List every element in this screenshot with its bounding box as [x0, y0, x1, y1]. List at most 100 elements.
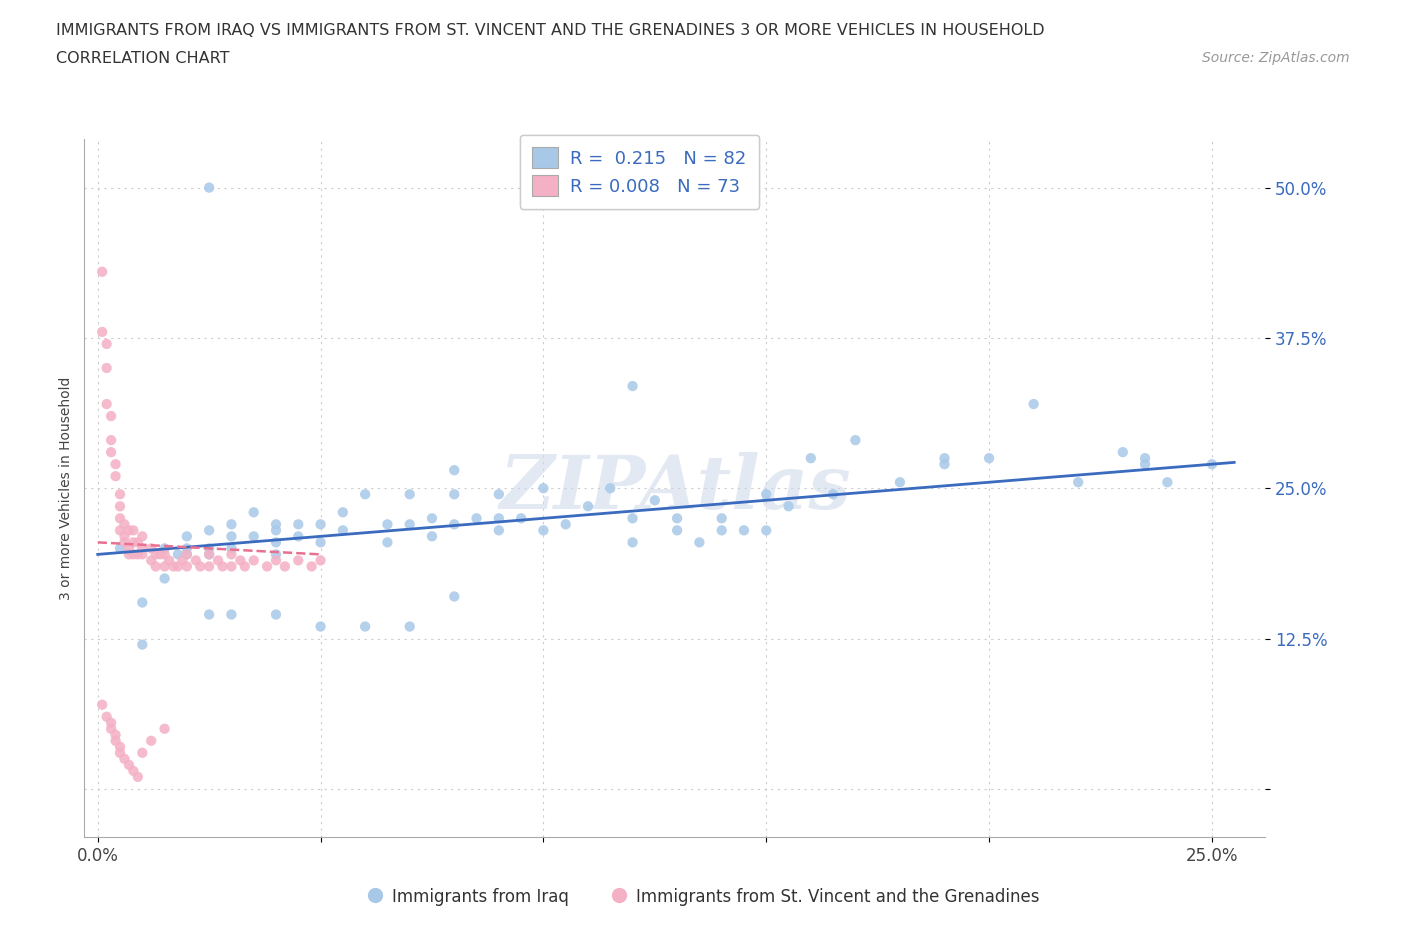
Point	[621, 511, 644, 525]
Point	[114, 517, 136, 532]
Point	[141, 541, 163, 556]
Point	[131, 529, 153, 544]
Point	[755, 486, 778, 501]
Point	[710, 523, 733, 538]
Point	[198, 547, 221, 562]
Point	[443, 517, 465, 532]
Point	[131, 547, 153, 562]
Point	[221, 607, 243, 622]
Point	[221, 559, 243, 574]
Point	[755, 523, 778, 538]
Point	[242, 505, 264, 520]
Point	[354, 619, 377, 634]
Point	[420, 529, 443, 544]
Point	[733, 523, 755, 538]
Point	[264, 607, 287, 622]
Point	[1067, 475, 1090, 490]
Point	[198, 180, 221, 195]
Point	[977, 451, 1000, 466]
Point	[221, 547, 243, 562]
Point	[176, 559, 198, 574]
Point	[309, 553, 332, 568]
Point	[242, 529, 264, 544]
Point	[104, 469, 127, 484]
Point	[465, 511, 488, 525]
Point	[1133, 451, 1156, 466]
Point	[488, 486, 510, 501]
Point	[221, 541, 243, 556]
Point	[332, 505, 354, 520]
Legend: R =  0.215   N = 82, R = 0.008   N = 73: R = 0.215 N = 82, R = 0.008 N = 73	[520, 135, 759, 209]
Point	[96, 710, 118, 724]
Point	[96, 396, 118, 411]
Point	[301, 559, 323, 574]
Point	[377, 517, 399, 532]
Point	[510, 511, 533, 525]
Point	[108, 739, 131, 754]
Point	[488, 523, 510, 538]
Point	[264, 547, 287, 562]
Point	[127, 547, 149, 562]
Point	[172, 553, 194, 568]
Point	[354, 486, 377, 501]
Point	[229, 553, 252, 568]
Point	[167, 547, 190, 562]
Point	[122, 764, 145, 778]
Point	[153, 722, 176, 737]
Point	[108, 511, 131, 525]
Point	[621, 379, 644, 393]
Point	[131, 745, 153, 760]
Point	[118, 523, 141, 538]
Point	[800, 451, 823, 466]
Point	[162, 559, 184, 574]
Point	[198, 547, 221, 562]
Point	[264, 535, 287, 550]
Point	[149, 547, 172, 562]
Point	[264, 523, 287, 538]
Point	[100, 715, 122, 730]
Point	[118, 547, 141, 562]
Point	[153, 559, 176, 574]
Point	[176, 529, 198, 544]
Point	[420, 511, 443, 525]
Point	[1133, 457, 1156, 472]
Point	[599, 481, 621, 496]
Point	[122, 535, 145, 550]
Point	[118, 541, 141, 556]
Point	[398, 619, 420, 634]
Point	[108, 745, 131, 760]
Point	[934, 457, 956, 472]
Point	[309, 535, 332, 550]
Point	[242, 553, 264, 568]
Point	[108, 523, 131, 538]
Point	[114, 751, 136, 766]
Point	[934, 451, 956, 466]
Point	[1201, 457, 1223, 472]
Point	[141, 734, 163, 749]
Point	[104, 734, 127, 749]
Point	[309, 517, 332, 532]
Point	[443, 486, 465, 501]
Point	[145, 547, 167, 562]
Point	[108, 498, 131, 513]
Point	[131, 637, 153, 652]
Point	[287, 553, 309, 568]
Point	[114, 529, 136, 544]
Point	[114, 535, 136, 550]
Point	[233, 559, 256, 574]
Point	[531, 481, 554, 496]
Point	[184, 553, 207, 568]
Point	[443, 589, 465, 604]
Text: Source: ZipAtlas.com: Source: ZipAtlas.com	[1202, 51, 1350, 65]
Point	[256, 559, 278, 574]
Point	[398, 517, 420, 532]
Point	[104, 727, 127, 742]
Point	[198, 523, 221, 538]
Point	[823, 486, 845, 501]
Point	[100, 408, 122, 423]
Point	[688, 535, 710, 550]
Point	[122, 523, 145, 538]
Text: CORRELATION CHART: CORRELATION CHART	[56, 51, 229, 66]
Point	[309, 619, 332, 634]
Point	[576, 498, 599, 513]
